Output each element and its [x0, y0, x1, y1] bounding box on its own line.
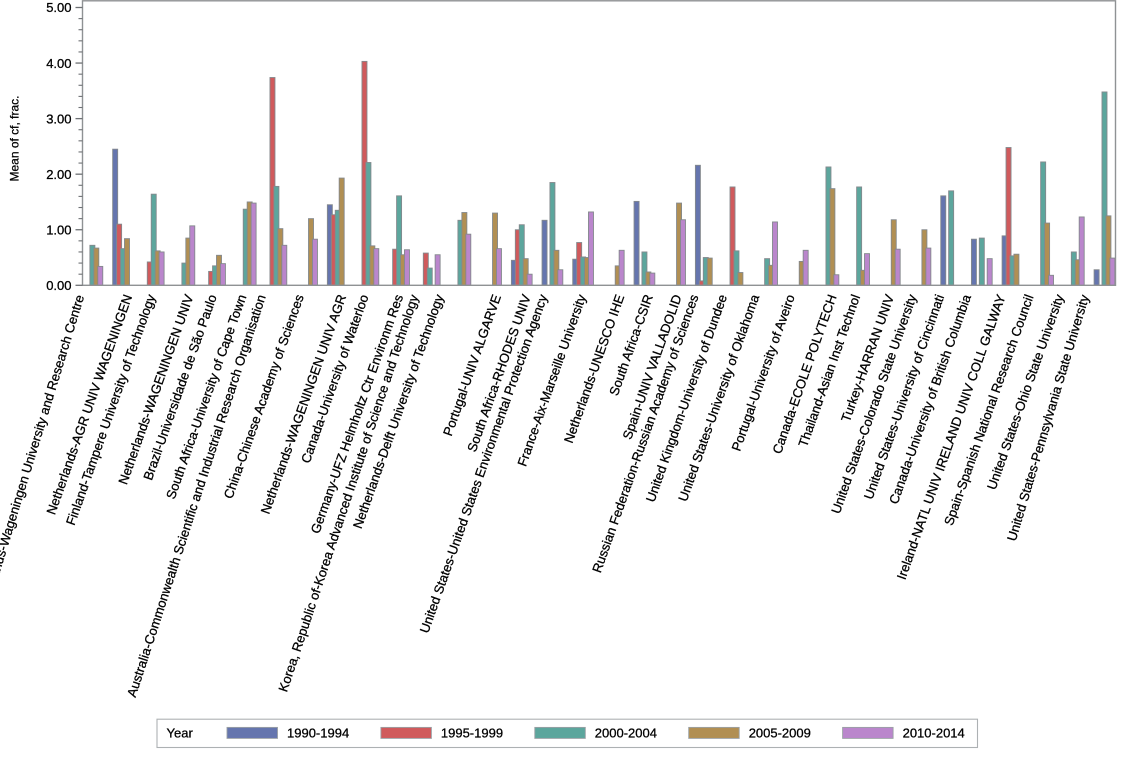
svg-text:1990-1994: 1990-1994: [287, 726, 349, 741]
svg-text:1.00: 1.00: [46, 222, 71, 237]
svg-text:5.00: 5.00: [46, 0, 71, 15]
svg-text:2005-2009: 2005-2009: [749, 726, 811, 741]
svg-text:1995-1999: 1995-1999: [441, 726, 503, 741]
svg-text:2.00: 2.00: [46, 167, 71, 182]
svg-text:Mean of cf, frac.: Mean of cf, frac.: [8, 95, 22, 181]
svg-text:2010-2014: 2010-2014: [903, 726, 965, 741]
svg-text:4.00: 4.00: [46, 56, 71, 71]
svg-text:2000-2004: 2000-2004: [595, 726, 657, 741]
svg-text:0.00: 0.00: [46, 278, 71, 293]
svg-text:Year: Year: [167, 726, 194, 741]
svg-text:3.00: 3.00: [46, 111, 71, 126]
